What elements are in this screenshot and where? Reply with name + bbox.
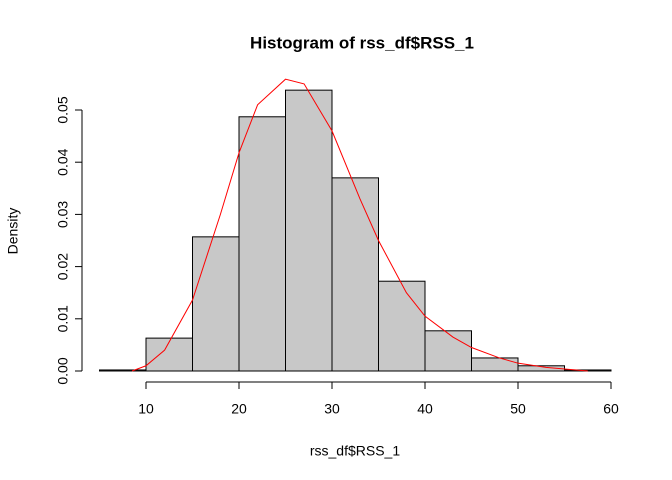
y-tick-label: 0.01 bbox=[55, 305, 71, 332]
density-curve bbox=[131, 78, 588, 372]
bar bbox=[517, 365, 565, 372]
x-tick-label: 60 bbox=[603, 401, 619, 417]
chart-title: Histogram of rss_df$RSS_1 bbox=[250, 33, 474, 52]
y-tick-label: 0.04 bbox=[55, 148, 71, 175]
bar bbox=[99, 369, 147, 372]
y-tick-label: 0.00 bbox=[55, 357, 71, 384]
y-axis-label: Density bbox=[5, 208, 21, 255]
y-tick-label: 0.02 bbox=[55, 253, 71, 280]
x-tick-label: 50 bbox=[510, 401, 526, 417]
bar bbox=[285, 89, 333, 372]
x-tick-label: 10 bbox=[138, 401, 154, 417]
y-tick-label: 0.05 bbox=[55, 96, 71, 123]
bar bbox=[378, 280, 426, 372]
bar bbox=[424, 330, 472, 372]
bar bbox=[192, 236, 240, 372]
x-axis-label: rss_df$RSS_1 bbox=[310, 443, 400, 459]
bar bbox=[331, 177, 379, 372]
x-tick-label: 20 bbox=[231, 401, 247, 417]
bar bbox=[471, 357, 519, 372]
x-tick-label: 30 bbox=[324, 401, 340, 417]
bar bbox=[145, 337, 193, 372]
x-tick-label: 40 bbox=[417, 401, 433, 417]
y-tick-label: 0.03 bbox=[55, 201, 71, 228]
bar bbox=[238, 116, 286, 372]
